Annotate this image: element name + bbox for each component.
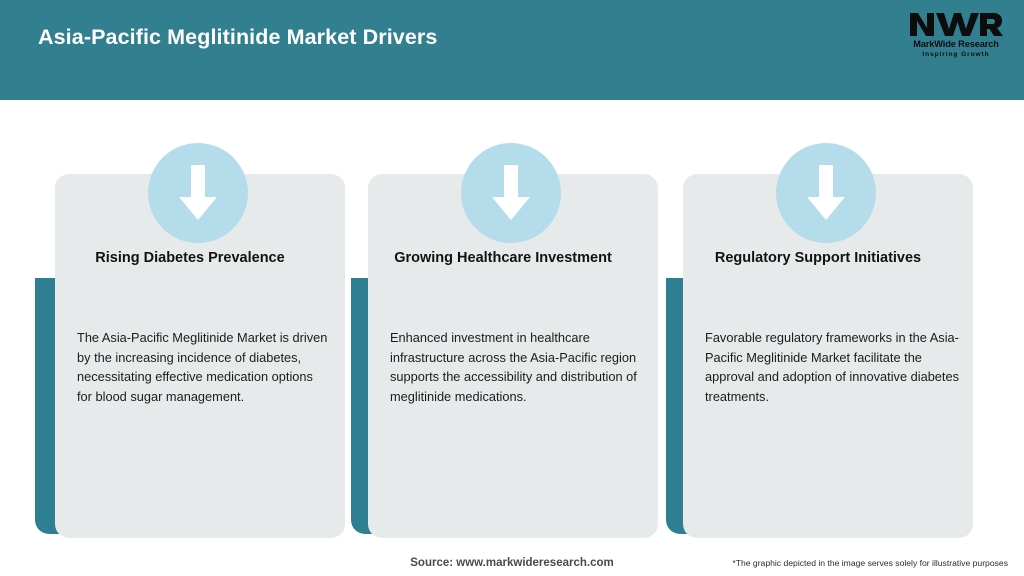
card-body-text: Favorable regulatory frameworks in the A… [705, 330, 959, 404]
header-bar: Asia-Pacific Meglitinide Market Drivers … [0, 0, 1024, 100]
driver-card: Regulatory Support Initiatives Favorable… [663, 100, 981, 540]
logo-mark-icon [910, 13, 1003, 36]
source-note: Source: www.markwideresearch.com [410, 557, 614, 569]
card-title: Regulatory Support Initiatives [714, 250, 922, 266]
card-title: Rising Diabetes Prevalence [95, 250, 285, 266]
brand-logo: MarkWide Research Inspiring Growth [902, 10, 1010, 62]
card-title: Growing Healthcare Investment [394, 250, 612, 266]
down-arrow-icon [776, 143, 876, 243]
logo-company-name: MarkWide Research [913, 39, 999, 49]
card-body-text: Enhanced investment in healthcare infras… [390, 330, 637, 404]
drivers-card-list: Rising Diabetes Prevalence The Asia-Paci… [0, 100, 1024, 540]
disclaimer-note: *The graphic depicted in the image serve… [732, 558, 1008, 568]
page-title: Asia-Pacific Meglitinide Market Drivers [38, 25, 438, 49]
driver-card: Rising Diabetes Prevalence The Asia-Paci… [35, 100, 353, 540]
down-arrow-icon [148, 143, 248, 243]
logo-tagline: Inspiring Growth [922, 51, 990, 58]
driver-card: Growing Healthcare Investment Enhanced i… [348, 100, 666, 540]
card-body-text: The Asia-Pacific Meglitinide Market is d… [77, 330, 328, 404]
down-arrow-icon [461, 143, 561, 243]
